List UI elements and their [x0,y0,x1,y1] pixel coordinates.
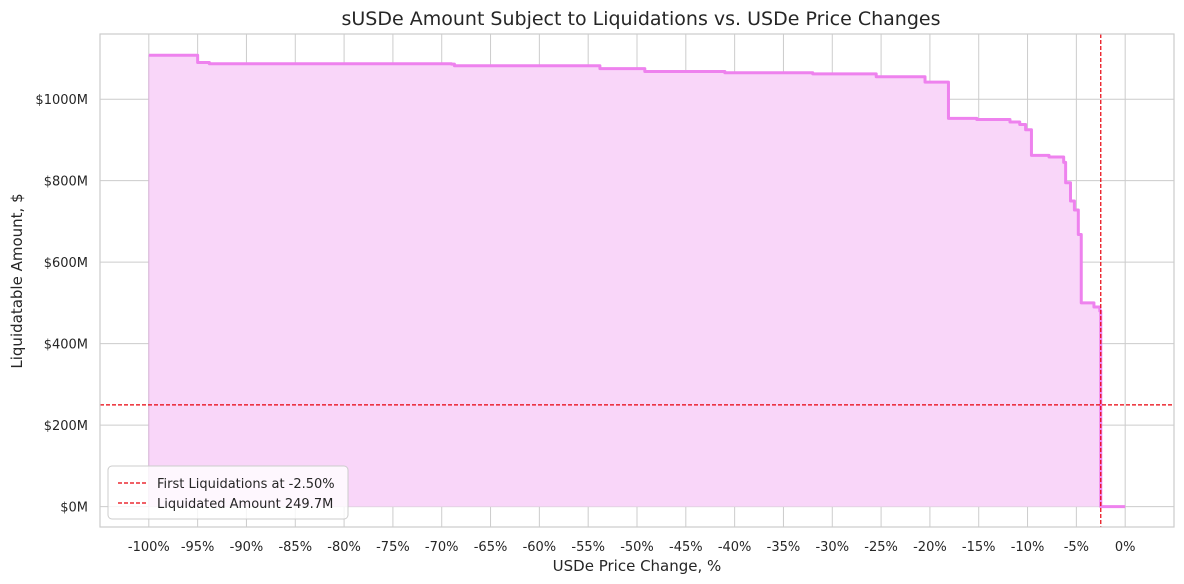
x-tick-label: -85% [278,540,312,555]
x-tick-label: -30% [815,540,849,555]
reference-lines-layer [100,34,1174,527]
y-axis-label: Liquidatable Amount, $ [8,193,26,368]
x-tick-label: 0% [1115,540,1136,555]
y-tick-label: $0M [60,501,88,516]
y-tick-labels: $0M $200M $400M $600M $800M $1000M [35,93,88,515]
series-line [148,53,1126,509]
series-area-fill [148,55,1126,507]
legend: First Liquidations at -2.50% Liquidated … [107,465,349,520]
y-tick-label: $1000M [35,93,88,108]
y-tick-label: $200M [44,419,88,434]
x-tick-label: -60% [523,540,557,555]
x-tick-label: -20% [913,540,947,555]
y-tick-label: $600M [44,256,88,271]
area-layer [148,55,1126,507]
x-tick-label: -75% [376,540,410,555]
y-tick-label: $800M [44,175,88,190]
x-tick-label: -10% [1011,540,1045,555]
line-layer [148,53,1126,509]
y-tick-label: $400M [44,338,88,353]
x-tick-label: -50% [620,540,654,555]
x-axis-label: USDe Price Change, % [553,557,722,575]
x-tick-label: -80% [327,540,361,555]
plot-frame [99,33,1175,528]
x-tick-label: -45% [669,540,703,555]
x-tick-labels: -100% -95% -90% -85% -80% -75% -70% -65% -60% -55… [128,540,1136,555]
legend-label-first-liquidations: First Liquidations at -2.50% [157,477,335,492]
x-tick-label: -65% [474,540,508,555]
x-tick-label: -15% [962,540,996,555]
x-tick-label: -40% [718,540,752,555]
x-tick-label: -100% [128,540,170,555]
x-tick-label: -95% [181,540,215,555]
x-tick-label: -70% [425,540,459,555]
x-tick-label: -90% [230,540,264,555]
x-tick-label: -5% [1064,540,1089,555]
x-tick-label: -55% [571,540,605,555]
legend-label-liquidated-amount: Liquidated Amount 249.7M [157,497,333,512]
legend-box [107,465,349,520]
x-tick-label: -25% [864,540,898,555]
x-tick-label: -35% [767,540,801,555]
chart-title: sUSDe Amount Subject to Liquidations vs.… [342,8,941,30]
